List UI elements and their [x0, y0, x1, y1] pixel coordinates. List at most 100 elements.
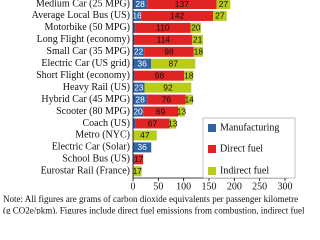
value-label: 142 — [170, 11, 184, 21]
bar-segment — [133, 22, 136, 33]
bar-segment — [133, 70, 135, 81]
value-label: 76 — [162, 94, 172, 104]
bar-segment — [192, 34, 203, 45]
x-tick-label: 50 — [153, 181, 163, 192]
note: Note: All figures are grams of carbon di… — [3, 194, 298, 204]
legend-swatch — [208, 145, 216, 153]
value-label: 14 — [185, 94, 195, 104]
value-label: 114 — [157, 35, 171, 45]
legend-box — [202, 117, 296, 179]
bar-segment — [135, 118, 170, 129]
value-label: 92 — [163, 82, 173, 92]
category-label: Metro (NYC) — [75, 130, 130, 141]
category-label: Coach (US) — [83, 118, 131, 129]
value-label: 20 — [191, 23, 201, 33]
bar-segment — [134, 70, 185, 81]
bar-segment — [133, 118, 136, 129]
value-label: 13 — [168, 118, 178, 128]
bar-segment — [185, 94, 193, 105]
bar-segment — [133, 142, 152, 153]
value-label: 98 — [155, 70, 165, 80]
value-label: 20 — [133, 106, 143, 116]
bar-segment — [169, 118, 177, 129]
category-label: Scooter (80 MPG) — [56, 106, 130, 117]
value-label: 47 — [140, 130, 150, 140]
legend-label: Manufacturing — [220, 122, 279, 133]
bar-segment — [147, 94, 186, 105]
bar-segment — [133, 94, 148, 105]
bar-segment — [133, 82, 145, 93]
bar-segment — [184, 70, 194, 81]
value-label: 13 — [177, 106, 187, 116]
value-label: 18 — [184, 70, 194, 80]
category-label: Medium Car (25 MPG) — [36, 0, 130, 9]
value-label: 16 — [132, 11, 142, 21]
legend-swatch — [208, 124, 216, 132]
value-label: 18 — [194, 47, 204, 57]
bar-segment — [178, 106, 185, 117]
value-label: 87 — [169, 59, 179, 69]
bar-segment — [133, 154, 135, 165]
bar-segment — [134, 34, 193, 45]
category-label: Heavy Rail (US) — [63, 82, 130, 93]
value-label: 69 — [156, 106, 166, 116]
value-label: 23 — [134, 82, 144, 92]
value-label: 17 — [133, 166, 143, 176]
bar-segment — [193, 46, 203, 57]
legend-swatch — [208, 167, 216, 175]
legend-label: Direct fuel — [220, 143, 263, 154]
bar-segment — [133, 46, 145, 57]
x-tick-label: 100 — [176, 181, 191, 192]
bar-segment — [151, 58, 196, 69]
bar-segment — [135, 22, 191, 33]
category-label: Electric Car (Solar) — [52, 142, 130, 153]
legend-label: Indirect fuel — [220, 165, 269, 176]
value-label: 22 — [134, 47, 144, 57]
bar-segment — [141, 10, 214, 21]
category-label: School Bus (US) — [62, 154, 130, 165]
value-label: 27 — [215, 11, 225, 21]
bar-segment — [144, 82, 192, 93]
bar-segment — [133, 34, 135, 45]
note: (g CO2e/pkm). Figures include direct fue… — [3, 206, 305, 214]
value-label: 36 — [137, 142, 147, 152]
bar-segment — [133, 10, 142, 21]
value-label: 21 — [193, 35, 203, 45]
bar-segment — [147, 0, 217, 9]
chart: Medium Car (25 MPG) 28 137 27 Average Local … — [3, 0, 305, 214]
value-label: 137 — [175, 0, 189, 9]
value-label: 27 — [219, 0, 229, 9]
x-tick-label: 150 — [202, 181, 217, 192]
bar-segment — [133, 0, 148, 9]
bar-segment — [213, 10, 227, 21]
value-label: 67 — [148, 118, 158, 128]
value-label: 98 — [164, 47, 174, 57]
category-label: Average Local Bus (US) — [32, 10, 130, 21]
bar-segment — [133, 106, 144, 117]
x-tick-label: 0 — [131, 181, 136, 192]
value-label: 28 — [135, 94, 145, 104]
category-label: Electric Car (US grid) — [41, 58, 130, 69]
category-label: Short Flight (economy) — [36, 70, 130, 81]
x-tick-label: 300 — [278, 181, 293, 192]
category-label: Small Car (35 MPG) — [46, 46, 130, 57]
category-label: Eurostar Rail (France) — [41, 166, 130, 177]
bar-segment — [133, 58, 152, 69]
bar-segment — [216, 0, 231, 9]
category-label: Motorbike (50 MPG) — [44, 22, 130, 33]
value-label: 28 — [135, 0, 145, 9]
page: {"chart_data": {"type": "stacked-bar-hor… — [3, 0, 305, 214]
bar-segment — [190, 22, 201, 33]
value-label: 36 — [137, 59, 147, 69]
bar-segment — [133, 130, 157, 141]
bar-segment — [144, 46, 194, 57]
value-label: 17 — [134, 154, 144, 164]
x-tick-label: 250 — [252, 181, 267, 192]
bar-segment — [133, 166, 142, 177]
category-label: Hybrid Car (45 MPG) — [41, 94, 130, 105]
category-label: Long Flight (economy) — [37, 34, 130, 45]
value-label: 110 — [156, 23, 170, 33]
bar-segment — [143, 106, 179, 117]
x-tick-label: 200 — [227, 181, 242, 192]
bar-segment — [134, 154, 144, 165]
